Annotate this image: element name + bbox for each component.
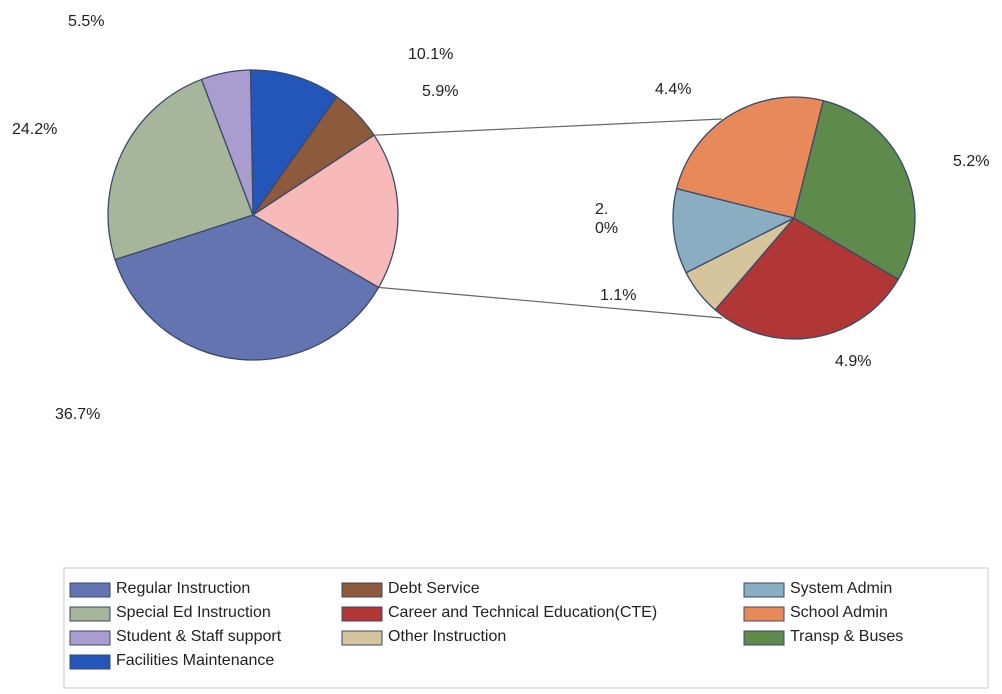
connector-line [374,118,723,136]
data-label: 5.9% [422,83,459,100]
connector-line [378,286,723,319]
pie-slice [251,134,399,289]
legend-box [63,567,989,689]
legend-swatch [69,654,111,670]
pie-slice [107,78,254,261]
legend-swatch [743,582,785,598]
legend-swatch [743,606,785,622]
legend-label: Student & Staff support [116,628,282,645]
data-label: 5.5% [68,13,105,30]
data-label: 1.1% [600,287,637,304]
legend-swatch [341,582,383,598]
data-label: 24.2% [12,121,58,138]
legend-label: Debt Service [388,580,480,597]
legend-label: Facilities Maintenance [116,652,275,669]
legend-swatch [743,630,785,646]
data-label: 4.4% [655,81,692,98]
legend-label: Career and Technical Education(CTE) [388,604,658,621]
legend-label: System Admin [790,580,893,597]
pie-slice [114,214,380,361]
legend-label: Other Instruction [388,628,507,645]
pie-slice [249,69,338,217]
legend-swatch [341,606,383,622]
data-label: 2.0% [595,201,619,237]
legend-label: School Admin [790,604,888,621]
legend-swatch [69,606,111,622]
secondary-slice [675,96,825,219]
secondary-slice [793,99,916,281]
secondary-slice [714,217,900,340]
legend-label: Special Ed Instruction [116,604,271,621]
legend-swatch [69,582,111,598]
legend-swatch [341,630,383,646]
legend-swatch [69,630,111,646]
secondary-slice [672,187,796,274]
pie-slice [200,69,254,216]
legend-label: Transp & Buses [790,628,904,645]
data-label: 36.7% [55,406,101,423]
data-label: 5.2% [953,153,990,170]
data-label: 10.1% [408,46,454,63]
legend-label: Regular Instruction [116,580,251,597]
data-label: 4.9% [835,353,872,370]
